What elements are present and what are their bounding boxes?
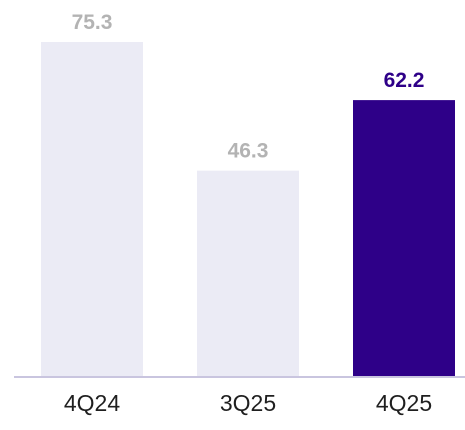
bar-3q25 bbox=[197, 170, 299, 376]
bar-4q25 bbox=[353, 100, 455, 377]
value-labels-layer: 75.3 46.3 62.2 bbox=[72, 11, 425, 163]
value-label-3q25: 46.3 bbox=[228, 140, 269, 163]
category-label-4q25: 4Q25 bbox=[376, 390, 432, 416]
category-labels-layer: 4Q24 3Q25 4Q25 bbox=[64, 390, 432, 416]
category-label-3q25: 3Q25 bbox=[220, 390, 276, 416]
category-label-4q24: 4Q24 bbox=[64, 390, 120, 416]
value-label-4q25: 62.2 bbox=[384, 69, 425, 92]
value-label-4q24: 75.3 bbox=[72, 11, 113, 34]
bar-4q24 bbox=[41, 42, 143, 376]
bars-layer bbox=[41, 42, 455, 377]
